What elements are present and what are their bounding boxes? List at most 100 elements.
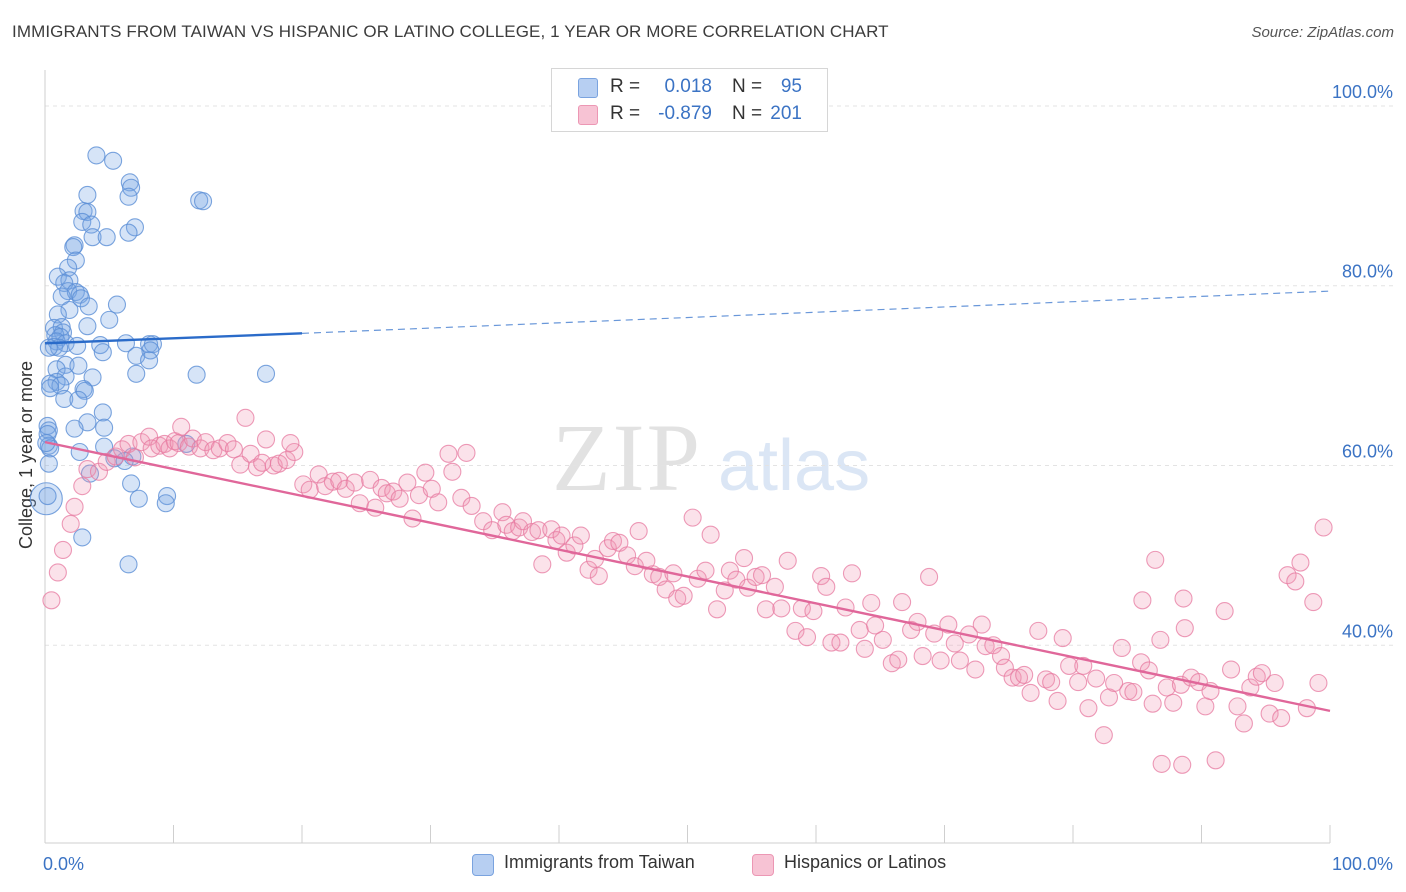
hispanic-point	[1074, 656, 1093, 675]
taiwan-point	[119, 187, 138, 206]
taiwan-point	[194, 192, 213, 211]
hispanic-point	[701, 525, 720, 544]
hispanic-point	[850, 620, 869, 640]
taiwan-point	[66, 251, 85, 270]
taiwan-point	[69, 390, 88, 409]
taiwan-point	[95, 418, 114, 437]
legend-r-label: R =	[610, 103, 641, 124]
hispanic-point	[720, 561, 739, 580]
hispanic-point	[345, 473, 364, 492]
taiwan-point	[55, 389, 74, 409]
hispanic-point	[966, 660, 985, 679]
hispanic-point	[1272, 709, 1291, 728]
hispanic-point	[931, 651, 950, 670]
hispanic-point	[889, 650, 908, 669]
hispanic-trend-line	[44, 440, 1331, 713]
watermark-zip: ZIP	[552, 404, 702, 511]
hispanic-point	[683, 508, 702, 527]
legend-r-label: R =	[610, 76, 641, 97]
hispanic-point	[1069, 673, 1088, 692]
hispanic-point	[1021, 683, 1040, 702]
hispanic-point	[1079, 699, 1098, 718]
hispanic-point	[1036, 670, 1056, 689]
bottom-legend-swatch-blue	[472, 854, 494, 876]
hispanic-point	[1222, 660, 1241, 679]
watermark: ZIP atlas	[552, 404, 870, 511]
taiwan-point	[158, 486, 177, 506]
hispanic-point	[1143, 694, 1162, 713]
hispanic-point	[1094, 726, 1113, 745]
hispanic-point	[384, 482, 403, 501]
hispanic-point	[1151, 630, 1170, 649]
taiwan-point	[187, 365, 206, 384]
hispanic-point	[529, 521, 548, 540]
hispanic-point	[950, 651, 969, 670]
bottom-legend-label: Immigrants from Taiwan	[504, 852, 695, 872]
hispanic-point	[429, 493, 448, 512]
hispanic-point	[398, 473, 417, 492]
hispanic-point	[1048, 691, 1067, 711]
taiwan-point	[119, 223, 138, 242]
hispanic-point	[1206, 751, 1225, 770]
taiwan-point	[100, 310, 119, 329]
hispanic-point	[1234, 714, 1253, 733]
hispanic-point	[603, 531, 623, 551]
hispanic-point	[972, 615, 991, 634]
x-tick-label: 0.0%	[43, 854, 84, 874]
taiwan-point	[44, 318, 64, 338]
hispanic-point	[812, 566, 831, 586]
taiwan-point	[129, 489, 148, 508]
hispanic-point	[817, 577, 836, 596]
hispanic-point	[204, 441, 223, 460]
taiwan-point	[83, 228, 102, 247]
hispanic-point	[285, 442, 304, 462]
chart-title: IMMIGRANTS FROM TAIWAN VS HISPANIC OR LA…	[12, 22, 889, 41]
taiwan-point	[75, 381, 94, 400]
hispanic-point	[797, 628, 817, 647]
grid-lines	[45, 105, 1393, 646]
taiwan-point	[65, 419, 84, 438]
taiwan-trend-extension	[301, 290, 1331, 334]
hispanic-point	[862, 593, 881, 613]
legend-n-value: 201	[770, 103, 802, 124]
taiwan-point	[93, 343, 112, 362]
hispanic-point	[772, 599, 791, 618]
taiwan-point	[256, 364, 276, 383]
hispanic-point	[140, 427, 159, 446]
hispanic-point	[1314, 518, 1333, 537]
hispanic-point	[1174, 589, 1193, 608]
hispanic-point	[1309, 673, 1328, 693]
taiwan-point	[38, 486, 57, 506]
hispanic-point	[1119, 682, 1138, 701]
hispanic-point	[696, 561, 715, 580]
taiwan-point	[93, 403, 112, 422]
hispanic-point	[913, 646, 932, 666]
hispanic-point	[1112, 638, 1131, 658]
taiwan-trend-line	[44, 332, 303, 345]
hispanic-point	[746, 567, 765, 586]
taiwan-point	[73, 528, 92, 547]
hispanic-point	[1291, 553, 1310, 572]
y-tick-label: 40.0%	[1342, 621, 1393, 641]
hispanic-point	[1139, 661, 1158, 680]
hispanic-point	[991, 646, 1011, 666]
hispanic-point	[309, 465, 328, 484]
taiwan-point	[69, 356, 88, 375]
hispanic-point	[522, 522, 542, 542]
hispanic-point	[1173, 755, 1192, 774]
taiwan-point	[70, 442, 89, 462]
hispanic-point	[372, 478, 391, 498]
hispanic-point	[674, 586, 693, 605]
y-tick-label: 100.0%	[1332, 82, 1393, 102]
hispanic-point	[457, 443, 476, 462]
hispanic-point	[873, 630, 892, 649]
hispanic-point	[831, 633, 850, 652]
tick-labels: 40.0% 60.0% 80.0% 100.0% 0.0% 100.0%	[43, 82, 1393, 874]
hispanic-point	[1105, 673, 1124, 693]
taiwan-point	[141, 341, 160, 360]
hispanic-point	[589, 566, 608, 586]
taiwan-point	[60, 300, 79, 320]
hispanic-point	[1164, 693, 1183, 712]
hispanic-point	[571, 526, 590, 545]
